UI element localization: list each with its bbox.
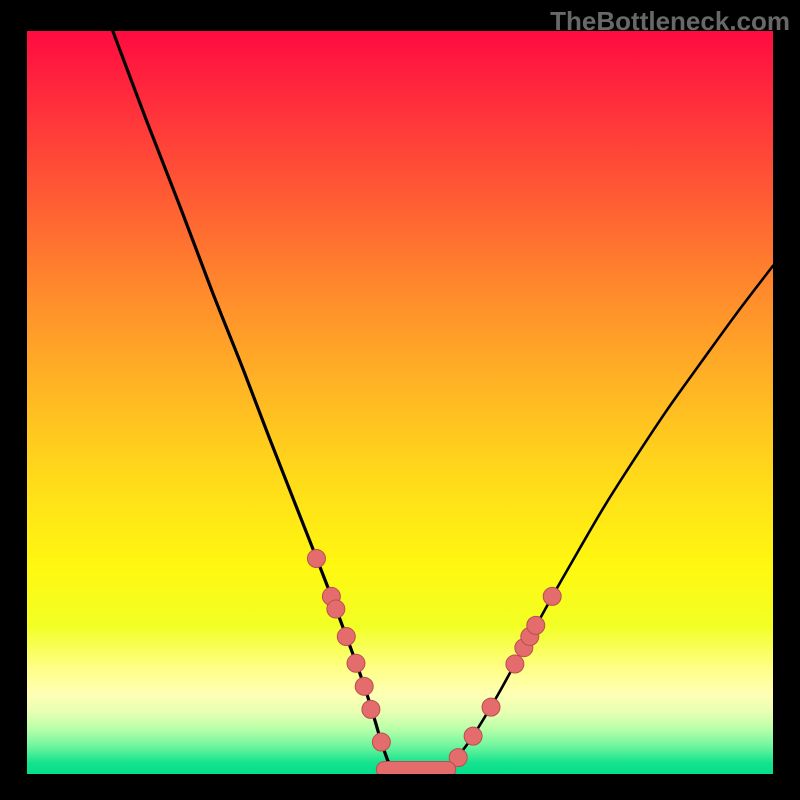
watermark-text: TheBottleneck.com — [550, 6, 790, 37]
marker-bottom-bar — [376, 762, 455, 774]
marker-right-1 — [464, 727, 482, 745]
marker-right-2 — [482, 698, 500, 716]
marker-right-7 — [543, 587, 561, 605]
chart-container: TheBottleneck.com — [0, 0, 800, 800]
marker-left-3 — [337, 628, 355, 646]
marker-left-4 — [347, 654, 365, 672]
marker-left-7 — [372, 733, 390, 751]
marker-left-6 — [362, 700, 380, 718]
marker-left-5 — [355, 677, 373, 695]
gradient-background — [27, 31, 773, 774]
marker-right-6 — [527, 616, 545, 634]
plot-area — [27, 31, 773, 774]
marker-left-0 — [307, 550, 325, 568]
marker-right-3 — [506, 655, 524, 673]
marker-left-2 — [327, 600, 345, 618]
chart-svg — [27, 31, 773, 774]
